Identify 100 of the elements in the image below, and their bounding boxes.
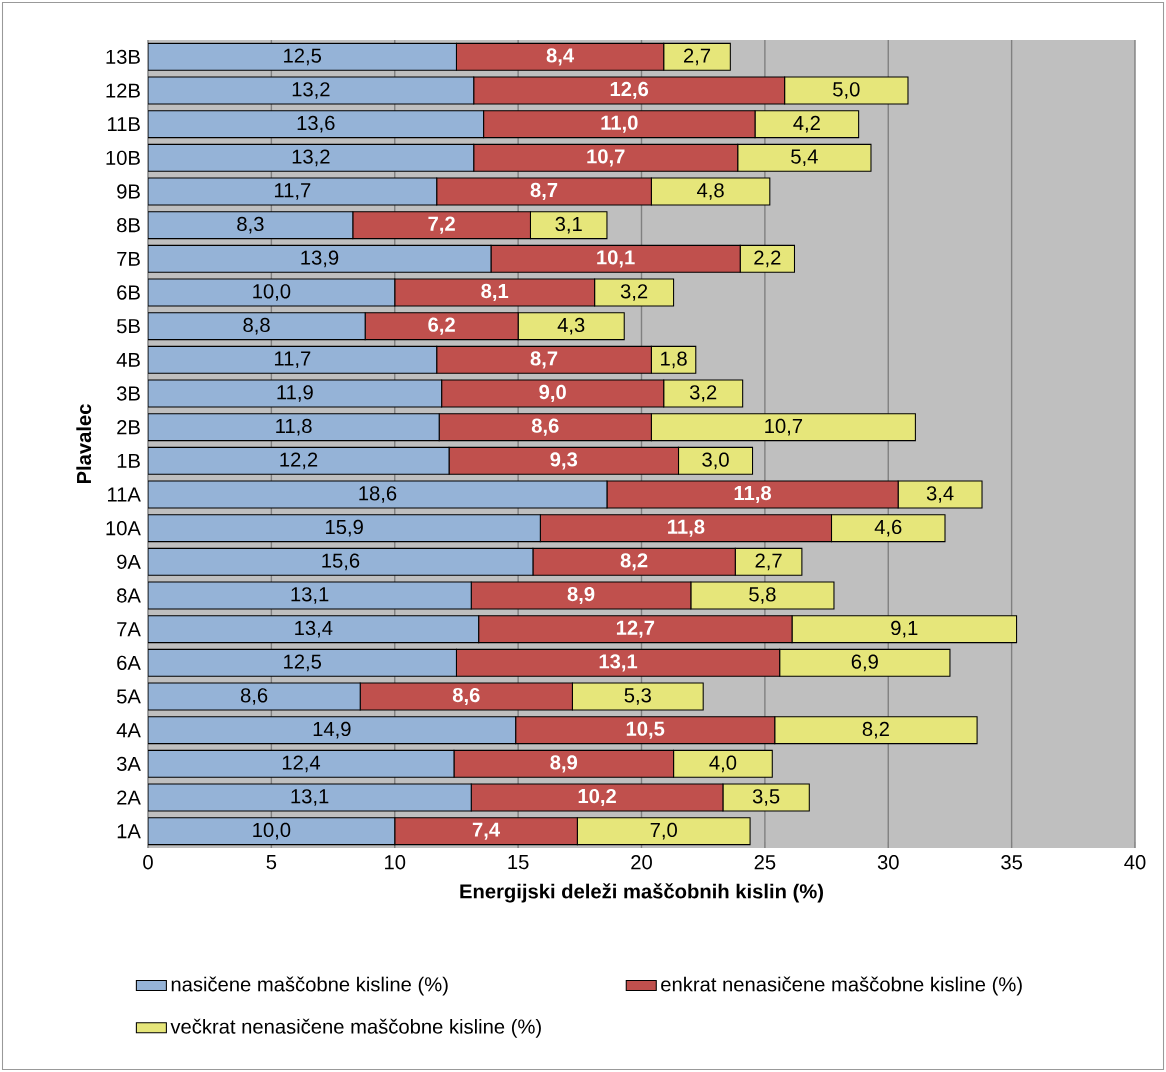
bar <box>148 42 457 71</box>
data-label: 5,3 <box>624 688 651 705</box>
data-label: 14,9 <box>313 721 351 739</box>
data-label: 5,8 <box>749 587 776 604</box>
data-label: 4,3 <box>557 317 585 335</box>
y-tick-label: 7A <box>117 622 141 637</box>
y-tick-label: 2B <box>117 420 140 435</box>
data-label: 10,1 <box>597 250 635 268</box>
data-label: 3,5 <box>752 789 780 806</box>
data-label: 1,8 <box>661 351 687 369</box>
x-tick-label: 5 <box>266 855 277 870</box>
bar <box>148 413 440 442</box>
data-label: 5,4 <box>791 149 818 167</box>
bar <box>148 514 541 543</box>
data-label: 3,0 <box>702 452 729 470</box>
data-label: 3,1 <box>555 216 582 234</box>
x-tick-label: 25 <box>754 855 776 870</box>
bar <box>148 783 472 812</box>
data-label: 18,6 <box>359 486 397 503</box>
bar <box>148 278 396 307</box>
data-label: 2,7 <box>683 48 711 66</box>
data-label: 12,2 <box>280 452 318 470</box>
data-label: 11,0 <box>601 115 638 133</box>
data-label: 11,8 <box>668 519 705 537</box>
data-label: 8,3 <box>237 216 264 234</box>
data-label: 13,1 <box>291 789 329 806</box>
data-label: 10,5 <box>626 721 665 739</box>
bar <box>148 244 492 273</box>
x-tick-label: 10 <box>385 855 406 870</box>
data-label: 12,6 <box>610 81 649 100</box>
data-label: 7,2 <box>428 216 455 234</box>
data-label: 11,9 <box>277 385 313 402</box>
bar <box>148 480 608 509</box>
data-label: 11,8 <box>734 485 772 504</box>
x-tick-label: 0 <box>143 855 153 870</box>
bar <box>148 345 438 374</box>
data-label: 7,4 <box>472 822 500 840</box>
data-label: 8,7 <box>530 351 558 369</box>
data-label: 5,0 <box>833 82 860 99</box>
bar <box>148 716 517 745</box>
data-label: 2,2 <box>754 250 781 268</box>
data-label: 3,2 <box>620 284 648 301</box>
data-label: 13,4 <box>295 620 333 638</box>
data-label: 8,9 <box>550 755 578 773</box>
x-tick-label: 20 <box>631 855 652 870</box>
y-tick-label: 12B <box>106 83 140 98</box>
y-tick-label: 9A <box>117 554 141 569</box>
data-label: 10,0 <box>253 284 291 301</box>
data-label: 4,8 <box>697 183 724 200</box>
bar <box>148 581 472 610</box>
bar <box>148 177 438 206</box>
data-label: 8,2 <box>862 721 889 739</box>
data-label: 11,8 <box>276 418 312 436</box>
y-tick-label: 11A <box>108 487 141 502</box>
bar <box>148 312 366 341</box>
data-label: 10,2 <box>578 788 616 807</box>
data-label: 11,7 <box>274 183 311 200</box>
x-tick-label: 35 <box>1001 855 1023 870</box>
y-tick-label: 7B <box>117 251 140 266</box>
x-tick-label: 30 <box>877 855 899 870</box>
data-label: 8,6 <box>240 688 268 705</box>
data-label: 3,4 <box>926 486 954 503</box>
data-label: 8,6 <box>452 687 480 706</box>
bar <box>148 648 457 677</box>
data-label: 15,6 <box>322 553 360 571</box>
data-label: 8,4 <box>546 48 575 66</box>
bar <box>148 446 450 475</box>
bar <box>148 615 480 644</box>
y-tick-label: 13B <box>106 49 140 64</box>
bar <box>148 749 455 778</box>
data-label: 9,3 <box>550 452 578 470</box>
data-label: 13,2 <box>292 149 330 167</box>
data-label: 10,7 <box>765 418 803 436</box>
bar <box>148 110 485 139</box>
data-label: 12,5 <box>284 48 322 66</box>
y-tick-label: 10A <box>106 521 141 536</box>
data-label: 13,9 <box>301 250 339 268</box>
bar <box>148 817 396 846</box>
bar <box>148 379 443 408</box>
y-tick-label: 5B <box>116 319 140 334</box>
data-label: 7,0 <box>650 822 677 840</box>
data-label: 13,6 <box>297 115 335 133</box>
y-tick-label: 4B <box>116 352 140 367</box>
data-label: 11,7 <box>274 351 311 369</box>
data-label: 12,4 <box>282 755 321 773</box>
y-tick-label: 3B <box>116 386 140 401</box>
legend-label: enkrat nenasičene maščobne kisline (%) <box>661 976 1022 996</box>
legend-label: večkrat nenasičene maščobne kisline (%) <box>170 1018 541 1038</box>
y-tick-label: 8A <box>117 588 141 603</box>
y-tick-label: 6A <box>117 655 141 670</box>
data-label: 8,1 <box>481 283 509 302</box>
data-label: 13,1 <box>599 654 638 672</box>
data-label: 6,9 <box>851 654 878 672</box>
y-tick-label: 10B <box>106 150 140 165</box>
data-label: 8,2 <box>620 553 648 571</box>
data-label: 3,2 <box>689 385 717 402</box>
y-tick-label: 1A <box>117 824 141 839</box>
data-label: 4,0 <box>709 755 737 773</box>
data-label: 12,7 <box>616 620 655 638</box>
y-tick-label: 9B <box>117 184 140 199</box>
